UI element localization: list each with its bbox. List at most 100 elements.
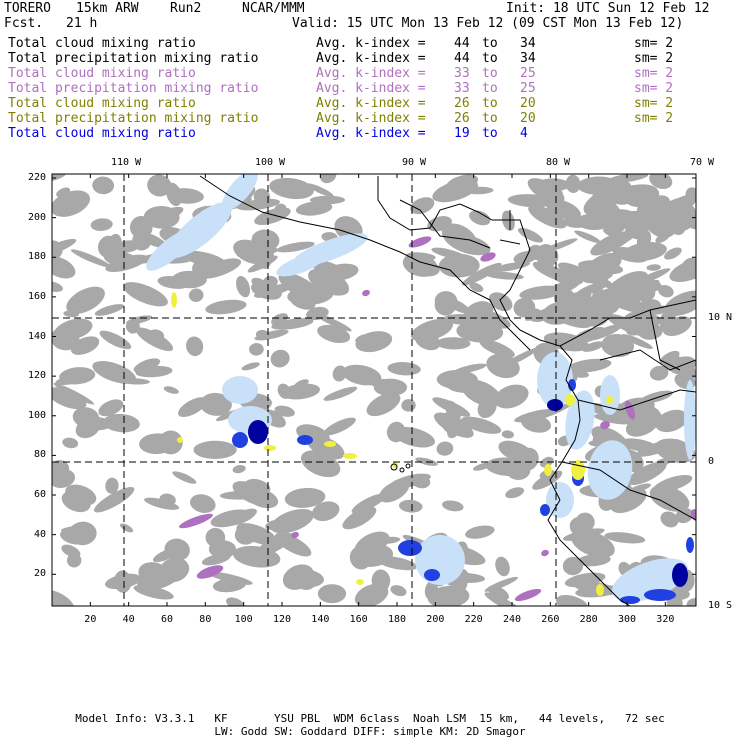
precip-core bbox=[297, 435, 313, 445]
cloud-patch bbox=[144, 497, 180, 510]
cloud-patch bbox=[446, 174, 479, 192]
precip-light-area bbox=[276, 253, 324, 277]
y-tick-label: 180 bbox=[27, 251, 46, 263]
cloud-patch bbox=[660, 511, 679, 528]
cloud-patch bbox=[501, 430, 515, 439]
cloud-patch bbox=[571, 294, 590, 313]
cloud-patch bbox=[251, 229, 280, 252]
purple-patch bbox=[480, 252, 496, 262]
legend-sm: sm= 2 bbox=[634, 81, 674, 96]
precip-light-area bbox=[600, 375, 620, 415]
cloud-patch bbox=[649, 485, 690, 512]
cloud-patch bbox=[620, 438, 659, 453]
legend-sm: sm= 2 bbox=[634, 36, 674, 51]
y-tick-label: 20 bbox=[33, 568, 46, 580]
cloud-patch bbox=[186, 336, 204, 357]
cloud-patch bbox=[143, 205, 180, 229]
cloud-patch bbox=[306, 306, 329, 321]
cloud-patch bbox=[460, 416, 502, 434]
cloud-patch bbox=[461, 379, 502, 407]
legend-from: 33 bbox=[454, 81, 470, 96]
header-init: Init: 18 UTC Sun 12 Feb 12 bbox=[506, 1, 710, 16]
cloud-patch bbox=[387, 362, 421, 376]
cloud-patch bbox=[254, 329, 289, 341]
legend-index-label: Avg. k-index = bbox=[316, 111, 426, 126]
legend-sm: sm= 2 bbox=[634, 66, 674, 81]
header-run: Run2 bbox=[170, 1, 202, 16]
cloud-patch bbox=[271, 318, 314, 330]
cloud-patch bbox=[306, 183, 334, 197]
cloud-patch bbox=[492, 261, 531, 272]
cloud-patch bbox=[559, 180, 584, 190]
cloud-patch bbox=[317, 584, 347, 604]
precip-core bbox=[547, 399, 563, 411]
cloud-patch bbox=[681, 257, 696, 280]
cloud-patch bbox=[410, 197, 435, 215]
cloud-patch bbox=[281, 383, 321, 400]
legend-to-label: to bbox=[482, 111, 498, 126]
cloud-patch bbox=[393, 426, 435, 448]
cloud-patch bbox=[445, 400, 461, 423]
cloud-patch bbox=[574, 230, 601, 244]
purple-patch bbox=[291, 531, 299, 539]
cloud-patch bbox=[276, 241, 315, 253]
cloud-patch bbox=[205, 527, 226, 548]
axis-ticks bbox=[52, 174, 696, 606]
cloud-patch bbox=[407, 257, 440, 277]
y-tick-label: 100 bbox=[27, 409, 46, 421]
cloud-patch bbox=[98, 399, 124, 417]
cloud-patch bbox=[659, 350, 680, 365]
cloud-patch bbox=[556, 594, 589, 606]
cloud-patch bbox=[123, 282, 168, 307]
cloud-patch bbox=[105, 573, 141, 590]
legend-label: Total cloud mixing ratio bbox=[8, 66, 196, 81]
cloud-patch bbox=[472, 462, 492, 471]
cloud-patch bbox=[52, 387, 87, 410]
cloud-patch bbox=[513, 297, 536, 318]
cloud-patch bbox=[484, 592, 523, 606]
x-tick-label: 220 bbox=[464, 614, 483, 625]
legend-sm: sm= 2 bbox=[634, 51, 674, 66]
cloud-patch bbox=[52, 589, 75, 606]
legend-to-label: to bbox=[482, 36, 498, 51]
legend-to-label: to bbox=[482, 51, 498, 66]
cloud-patch bbox=[99, 330, 132, 350]
cloud-patch bbox=[135, 327, 174, 352]
cloud-patch bbox=[66, 286, 105, 314]
cloud-patch bbox=[75, 418, 100, 439]
yellow-patch bbox=[343, 453, 357, 459]
precip-light-area bbox=[587, 440, 633, 500]
cloud-patch bbox=[562, 528, 605, 541]
cloud-patch bbox=[567, 358, 612, 373]
cloud-patch bbox=[312, 501, 340, 522]
cloud-patch bbox=[284, 487, 326, 508]
x-tick-label: 180 bbox=[387, 614, 407, 625]
cloud-patch bbox=[467, 308, 511, 329]
cloud-patch bbox=[424, 580, 439, 600]
x-tick-label: 160 bbox=[349, 614, 368, 625]
cloud-patch bbox=[152, 548, 179, 563]
cloud-patch bbox=[228, 508, 257, 526]
cloud-patch bbox=[320, 174, 337, 184]
purple-patch bbox=[541, 549, 549, 557]
cloud-patch bbox=[317, 324, 351, 344]
purple-patch bbox=[408, 236, 432, 248]
cloud-patch bbox=[154, 573, 181, 589]
cloud-patch bbox=[119, 523, 134, 533]
cloud-patch bbox=[564, 572, 606, 588]
cloud-patch bbox=[249, 342, 264, 356]
cloud-patch bbox=[479, 339, 515, 358]
coastline bbox=[649, 309, 681, 371]
cloud-patch bbox=[270, 349, 290, 368]
header-model: TORERO bbox=[4, 1, 51, 16]
lon-label: 80 W bbox=[545, 157, 571, 168]
coastline-layer bbox=[199, 175, 696, 606]
cloud-patch bbox=[540, 456, 554, 468]
precip-light-area bbox=[537, 352, 573, 408]
cloud-patch bbox=[188, 288, 204, 303]
footer-model-info: Model Info: V3.3.1 KF YSU PBL WDM 6class… bbox=[75, 712, 665, 725]
precip-core bbox=[568, 379, 576, 391]
cloud-patch bbox=[322, 263, 359, 281]
y-tick-label: 40 bbox=[33, 528, 46, 540]
cloud-patch bbox=[201, 553, 231, 566]
